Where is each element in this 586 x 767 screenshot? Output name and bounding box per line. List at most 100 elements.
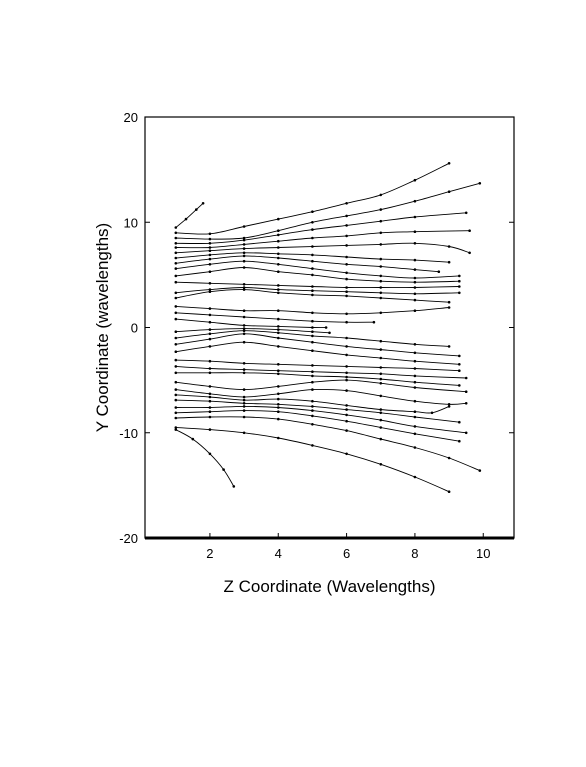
trajectory-point bbox=[447, 245, 451, 248]
trajectory-point bbox=[413, 359, 417, 363]
trajectory-point bbox=[174, 256, 178, 260]
trajectory-point bbox=[379, 291, 383, 295]
trajectory-point bbox=[222, 468, 225, 471]
trajectory-point bbox=[458, 420, 461, 424]
trajectory-point bbox=[311, 228, 314, 231]
trajectory-line bbox=[175, 429, 235, 487]
trajectory-point bbox=[242, 332, 246, 336]
trajectory-point bbox=[413, 386, 417, 389]
trajectory-point bbox=[277, 288, 280, 291]
trajectory-point bbox=[277, 345, 280, 348]
trajectory-point bbox=[311, 210, 314, 213]
trajectory-point bbox=[201, 202, 205, 205]
trajectory-line bbox=[175, 281, 460, 289]
trajectory-point bbox=[413, 280, 417, 284]
trajectory-point bbox=[447, 490, 451, 494]
trajectory-point bbox=[464, 390, 468, 394]
trajectory-point bbox=[208, 257, 212, 261]
trajectory-point bbox=[174, 371, 178, 375]
trajectory-point bbox=[311, 289, 314, 293]
trajectory-point bbox=[413, 399, 417, 403]
trajectory-point bbox=[345, 294, 348, 298]
trajectory-point bbox=[277, 369, 280, 373]
trajectory-point bbox=[311, 380, 314, 384]
trajectory-line bbox=[175, 416, 480, 472]
trajectory-point bbox=[464, 431, 468, 435]
trajectory-point bbox=[208, 452, 212, 456]
trajectory-point bbox=[345, 452, 348, 456]
trajectory-point bbox=[447, 456, 451, 460]
trajectory-point bbox=[413, 276, 417, 280]
trajectory-point bbox=[413, 292, 417, 296]
trajectory-point bbox=[232, 485, 236, 488]
trajectory-line bbox=[175, 242, 470, 254]
trajectory-point bbox=[458, 291, 461, 295]
trajectory-point bbox=[208, 371, 212, 375]
x-axis-title: Z Coordinate (Wavelengths) bbox=[224, 577, 436, 596]
trajectory-point bbox=[379, 265, 383, 268]
trajectory-point bbox=[242, 236, 246, 240]
trajectory-point bbox=[478, 182, 482, 185]
trajectory-point bbox=[174, 398, 178, 402]
trajectory-point bbox=[174, 350, 178, 354]
trajectory-point bbox=[413, 343, 417, 346]
trajectory-point bbox=[311, 405, 314, 408]
trajectory-point bbox=[208, 237, 212, 241]
trajectory-point bbox=[311, 293, 314, 297]
trajectory-point bbox=[184, 217, 188, 221]
trajectory-point bbox=[277, 217, 280, 221]
trajectory-point bbox=[242, 315, 246, 319]
trajectory-point bbox=[468, 229, 471, 232]
trajectory-point bbox=[277, 406, 280, 409]
trajectory-point bbox=[174, 365, 178, 368]
trajectory-point bbox=[464, 211, 468, 215]
trajectory-point bbox=[379, 274, 383, 278]
trajectory-point bbox=[311, 259, 314, 263]
trajectory-point bbox=[345, 263, 348, 266]
trajectory-point bbox=[277, 317, 280, 321]
trajectory-point bbox=[324, 326, 328, 329]
trajectory-point bbox=[242, 309, 246, 313]
trajectory-point bbox=[208, 415, 212, 419]
trajectory-point bbox=[277, 239, 280, 243]
trajectory-point bbox=[345, 404, 348, 407]
trajectory-point bbox=[311, 221, 314, 224]
trajectory-point bbox=[174, 246, 178, 249]
trajectory-point bbox=[379, 286, 383, 289]
trajectory-point bbox=[311, 326, 314, 329]
trajectory-point bbox=[242, 266, 246, 269]
trajectory-point bbox=[174, 296, 178, 300]
trajectory-point bbox=[311, 423, 314, 426]
trajectory-point bbox=[413, 367, 417, 370]
trajectory-point bbox=[208, 242, 212, 245]
trajectory-point bbox=[345, 413, 348, 417]
trajectory-point bbox=[311, 330, 314, 334]
trajectory-point bbox=[379, 339, 383, 343]
trajectory-point bbox=[277, 403, 280, 406]
trajectory-point bbox=[345, 277, 348, 281]
trajectory-point bbox=[464, 402, 468, 405]
trajectory-point bbox=[345, 224, 348, 227]
trajectory-point bbox=[277, 252, 280, 256]
trajectory-point bbox=[242, 247, 246, 250]
trajectory-point bbox=[208, 367, 212, 370]
trajectory-point bbox=[208, 395, 212, 399]
trajectory-point bbox=[345, 214, 348, 218]
trajectory-point bbox=[311, 267, 314, 270]
trajectory-point bbox=[242, 395, 246, 399]
trajectory-point bbox=[277, 372, 280, 376]
trajectory-point bbox=[242, 238, 246, 242]
y-tick-label: -10 bbox=[119, 426, 138, 441]
trajectory-point bbox=[174, 388, 178, 391]
trajectory-point bbox=[413, 410, 417, 414]
trajectory-point bbox=[174, 416, 178, 420]
trajectory-point bbox=[242, 251, 246, 255]
trajectory-point bbox=[311, 245, 314, 248]
trajectory-point bbox=[174, 231, 178, 235]
trajectory-point bbox=[208, 246, 212, 249]
trajectory-point bbox=[311, 444, 314, 447]
trajectory-point bbox=[174, 291, 178, 295]
trajectory-line bbox=[175, 328, 330, 334]
trajectory-point bbox=[379, 394, 383, 398]
trajectory-point bbox=[458, 369, 461, 373]
